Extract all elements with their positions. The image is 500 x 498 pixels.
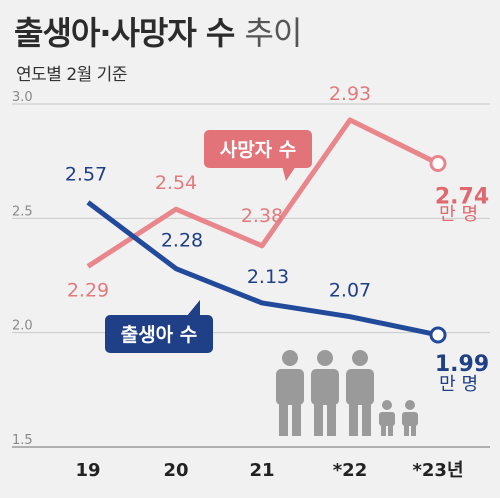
title-bold: 출생아·사망자 수 xyxy=(14,14,235,52)
data-points xyxy=(429,154,447,344)
data-label-deaths: 2.38 xyxy=(241,205,283,227)
data-label-births: 2.07 xyxy=(329,280,371,302)
legend-births: 출생아 수 xyxy=(105,300,213,353)
legend-deaths: 사망자 수 xyxy=(204,130,312,181)
data-label-deaths: 2.29 xyxy=(67,279,109,301)
x-axis-ticks: 19 20 21 *22 *23년 xyxy=(75,460,463,481)
chart-grid xyxy=(12,103,490,448)
data-label-deaths: 2.54 xyxy=(155,172,197,194)
data-label-births: 2.57 xyxy=(65,163,107,185)
data-label-deaths: 2.74 xyxy=(435,184,489,209)
data-point-deaths-end xyxy=(429,154,447,172)
data-point-births-end xyxy=(429,326,447,344)
x-tick-label: 20 xyxy=(163,460,188,481)
y-tick-label: 2.5 xyxy=(12,204,33,219)
y-tick-label: 3.0 xyxy=(12,90,33,105)
legend-births-label: 출생아 수 xyxy=(121,324,198,346)
end-unit-deaths: 만 명 xyxy=(439,204,478,225)
series-line-births xyxy=(86,200,439,338)
subtitle: 연도별 2월 기준 xyxy=(16,65,127,85)
series-line-deaths xyxy=(86,117,440,269)
data-label-births: 2.13 xyxy=(247,266,289,288)
data-label-deaths: 2.93 xyxy=(329,83,371,105)
title-light: 추이 xyxy=(244,14,303,52)
y-axis-ticks: 3.0 2.5 2.0 1.5 xyxy=(12,90,33,448)
x-tick-label: *23년 xyxy=(412,460,463,481)
y-tick-label: 2.0 xyxy=(12,319,33,334)
x-tick-label: 21 xyxy=(249,460,274,481)
family-people-icon xyxy=(276,350,418,436)
data-label-births: 1.99 xyxy=(435,352,489,377)
legend-deaths-label: 사망자 수 xyxy=(220,139,297,161)
data-label-births: 2.28 xyxy=(161,230,203,252)
end-unit-births: 만 명 xyxy=(439,374,478,395)
data-labels: 2.29 2.54 2.38 2.93 2.74 2.57 2.28 2.13 2.07 1.99 xyxy=(65,83,489,377)
x-tick-label: *22 xyxy=(333,460,367,481)
x-tick-label: 19 xyxy=(75,460,100,481)
y-tick-label: 1.5 xyxy=(12,433,33,448)
page-title: 출생아·사망자 수 추이 xyxy=(14,8,303,54)
